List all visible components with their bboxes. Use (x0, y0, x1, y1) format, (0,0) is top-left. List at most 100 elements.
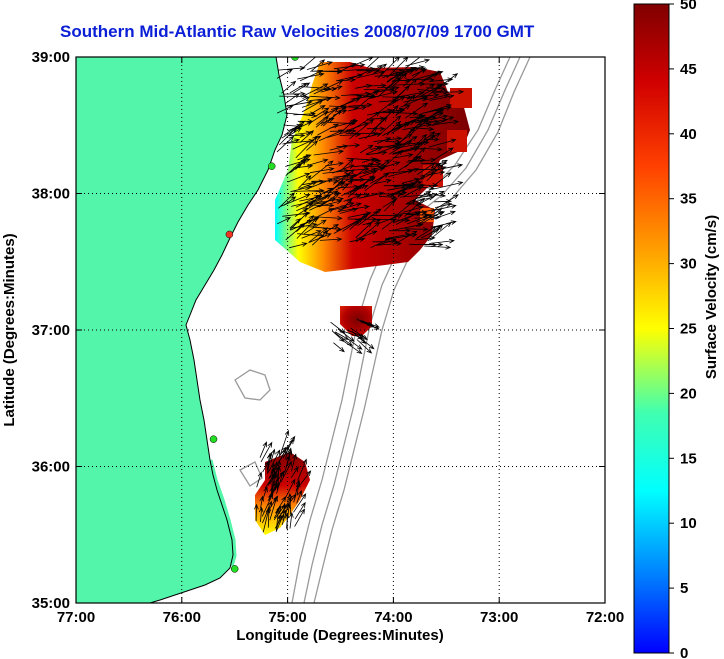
velocity-arrow (343, 194, 362, 202)
velocity-arrow (405, 195, 435, 205)
velocity-arrow (301, 96, 333, 108)
velocity-arrow (375, 104, 399, 128)
velocity-arrow (271, 472, 277, 490)
velocity-arrow (310, 59, 326, 73)
radar-station-marker (209, 435, 218, 443)
velocity-arrow (377, 57, 400, 79)
radar-station-marker (230, 565, 239, 573)
velocity-arrow (281, 80, 297, 94)
velocity-arrow (429, 238, 455, 244)
velocity-arrow (419, 83, 444, 97)
velocity-arrow (408, 157, 426, 163)
velocity-arrow (305, 203, 335, 208)
colorbar-tick-label: 50 (680, 0, 697, 13)
velocity-arrow (413, 70, 444, 81)
velocity-arrow (382, 124, 403, 137)
velocity-arrow (284, 93, 300, 105)
velocity-arrow (309, 160, 334, 180)
velocity-arrow (295, 159, 307, 170)
y-tick-label: 36:00 (32, 459, 70, 476)
velocity-arrow (377, 115, 402, 137)
velocity-arrow (284, 138, 315, 144)
velocity-arrow (345, 131, 378, 136)
velocity-arrow (289, 211, 309, 230)
velocity-arrow (432, 171, 452, 187)
velocity-arrow (295, 481, 301, 496)
velocity-arrow (430, 210, 456, 221)
velocity-arrow (276, 68, 294, 79)
velocity-arrow (432, 194, 459, 212)
velocity-arrow (289, 511, 294, 529)
velocity-arrow (412, 133, 428, 150)
velocity-arrow (325, 161, 345, 167)
velocity-arrow (349, 184, 369, 193)
map-area (76, 57, 605, 603)
velocity-arrow (391, 122, 409, 134)
colorbar-tick-label: 30 (680, 256, 697, 273)
velocity-arrow (337, 204, 370, 212)
velocity-arrow (336, 143, 361, 148)
velocity-arrow (350, 327, 368, 341)
velocity-arrow (382, 71, 400, 79)
velocity-arrow (311, 187, 334, 200)
velocity-arrow (278, 446, 287, 458)
y-axis-ticks: 39:00 38:00 37:00 36:00 35:00 (32, 49, 605, 612)
velocity-arrow (435, 202, 453, 208)
velocity-arrow (291, 199, 317, 207)
velocity-arrow (376, 159, 391, 170)
velocity-arrow (388, 167, 420, 177)
hf-radar-stations (209, 57, 299, 573)
velocity-arrow (262, 460, 270, 473)
velocity-arrow (332, 109, 348, 116)
velocity-arrow (276, 513, 282, 528)
velocity-arrow (295, 130, 312, 136)
velocity-arrow (262, 500, 272, 524)
velocity-arrow (292, 135, 322, 150)
velocity-arrow (377, 76, 401, 98)
velocity-arrow (341, 91, 371, 97)
velocity-arrow (311, 68, 343, 74)
velocity-arrow (432, 73, 459, 93)
velocity-arrow (376, 137, 392, 144)
velocity-arrow (370, 237, 392, 249)
velocity-arrow (277, 65, 306, 71)
velocity-arrow (279, 429, 290, 455)
velocity-arrow (286, 447, 293, 466)
velocity-arrow (330, 321, 346, 334)
velocity-arrow (334, 331, 350, 340)
x-tick-label: 73:00 (480, 609, 518, 626)
velocity-arrow (416, 211, 446, 223)
x-axis-label: Longitude (Degrees:Minutes) (236, 627, 444, 644)
colorbar-tick-label: 10 (680, 515, 697, 532)
velocity-arrow (393, 211, 422, 224)
velocity-arrow (355, 70, 386, 79)
velocity-arrow (424, 137, 440, 142)
velocity-arrow (422, 105, 453, 114)
velocity-arrow (290, 222, 318, 229)
velocity-arrow (363, 166, 386, 174)
velocity-arrow (267, 449, 281, 473)
velocity-arrow (349, 237, 366, 243)
velocity-arrow (320, 85, 343, 93)
velocity-arrow (299, 130, 315, 143)
velocity-arrow (314, 190, 339, 203)
velocity-arrow (411, 68, 428, 77)
velocity-arrow (422, 93, 450, 101)
velocity-arrow (311, 215, 343, 221)
velocity-arrow (281, 502, 287, 518)
velocity-arrow (365, 126, 378, 139)
velocity-arrow (337, 184, 360, 190)
velocity-arrow (276, 105, 294, 114)
velocity-arrow (323, 182, 346, 194)
velocity-arrow (403, 94, 416, 107)
velocity-arrow (318, 129, 344, 142)
velocity-arrow (294, 207, 309, 217)
velocity-arrow (259, 441, 267, 458)
velocity-arrow (277, 217, 292, 225)
velocity-arrow (413, 126, 435, 132)
velocity-arrow (401, 177, 420, 184)
velocity-arrow (414, 134, 436, 151)
velocity-arrow (394, 90, 425, 98)
velocity-arrow (309, 197, 337, 211)
colorbar-tick-label: 40 (680, 126, 697, 143)
